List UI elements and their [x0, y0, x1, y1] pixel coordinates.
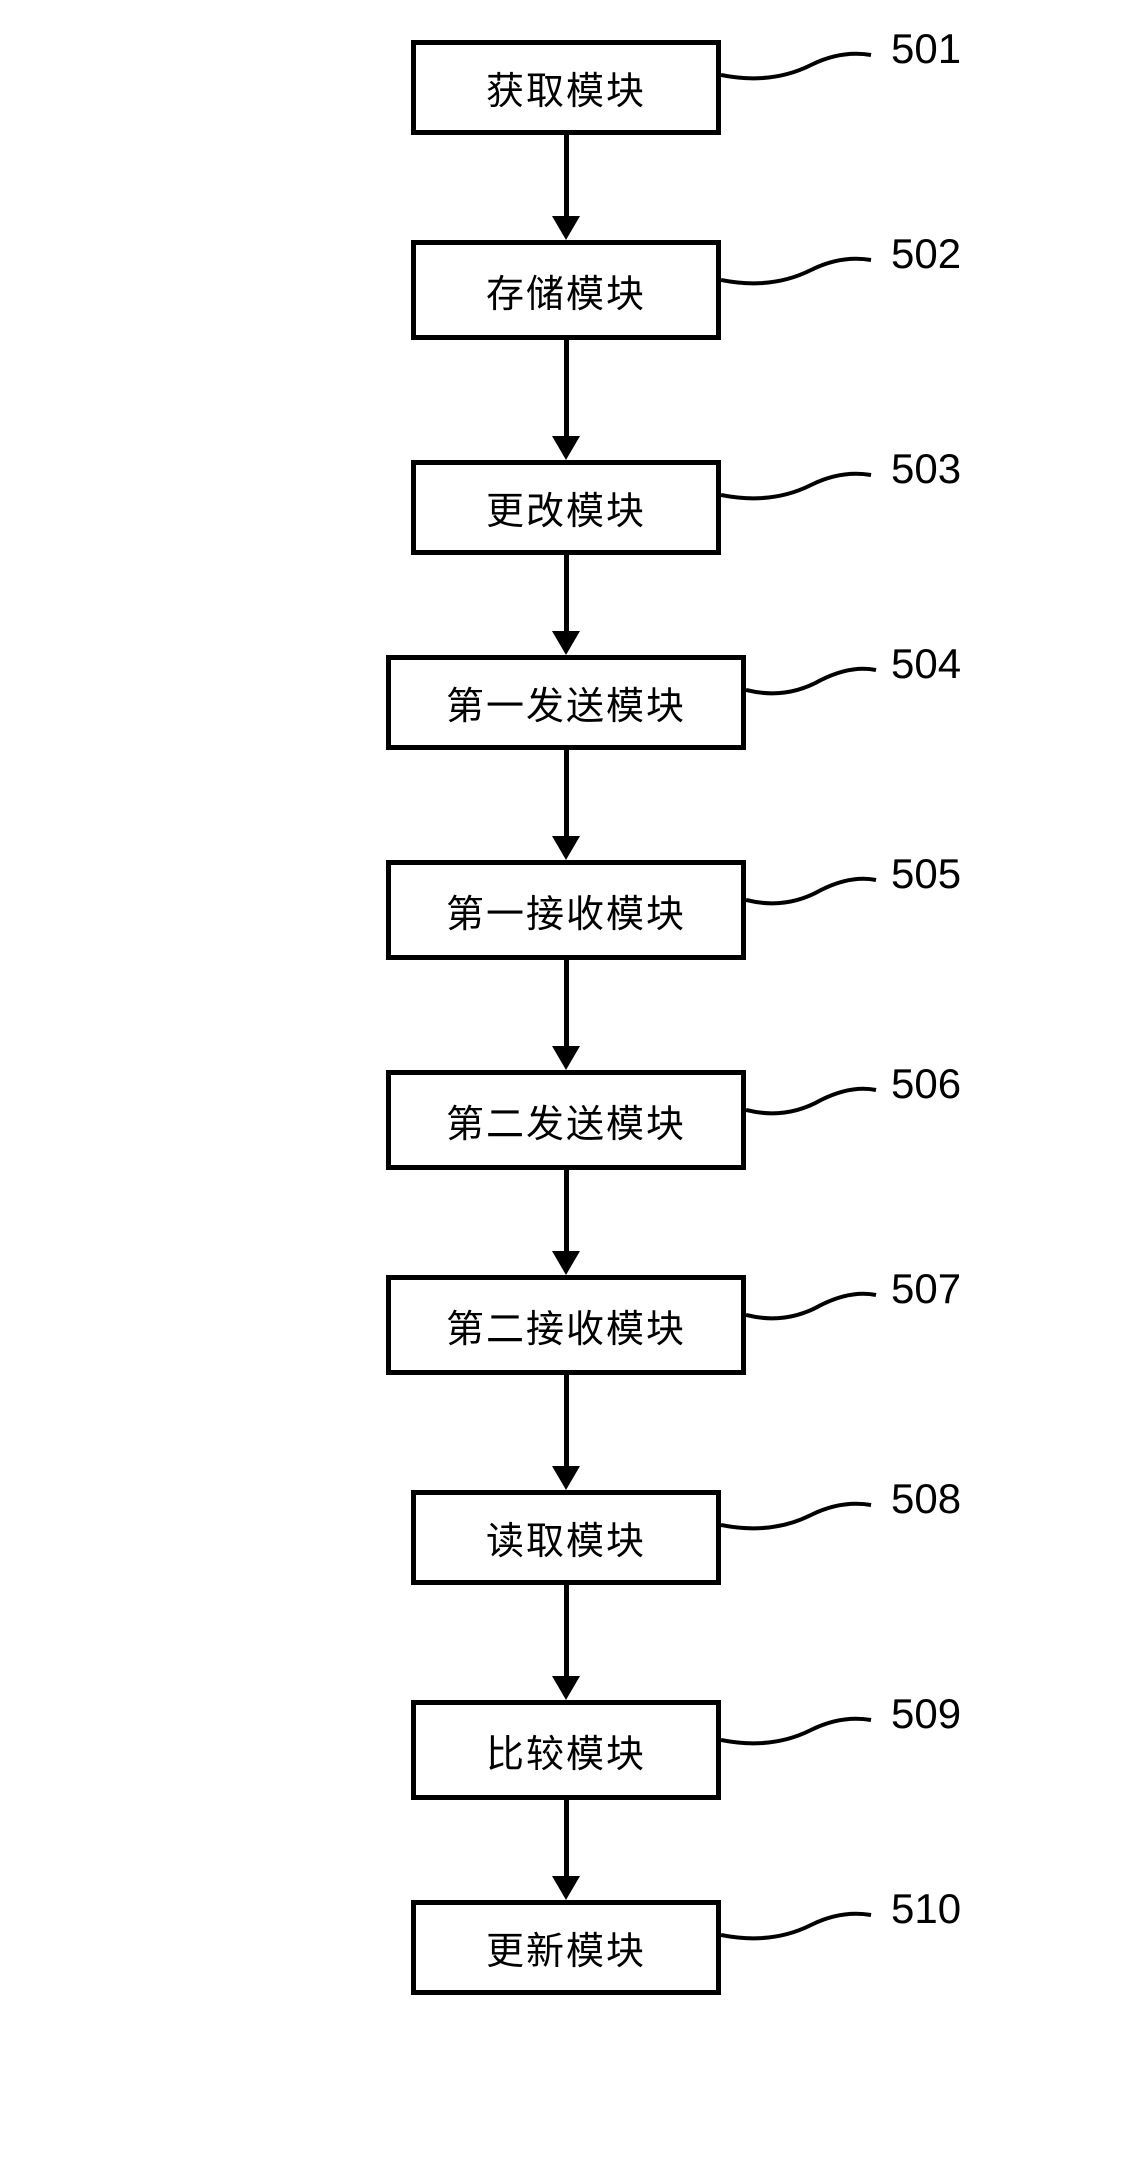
arrow	[552, 960, 580, 1070]
node-label: 506	[891, 1060, 961, 1108]
arrow	[552, 135, 580, 240]
arrow-head	[552, 631, 580, 655]
node-label: 505	[891, 850, 961, 898]
flow-node-506: 第二发送模块 506	[386, 1070, 746, 1170]
flow-node-507: 第二接收模块 507	[386, 1275, 746, 1375]
arrow-line	[564, 135, 569, 216]
arrow-head	[552, 836, 580, 860]
arrow-line	[564, 960, 569, 1046]
flow-node-508: 读取模块 508	[411, 1490, 721, 1585]
node-text: 更改模块	[486, 480, 646, 535]
connector-curve	[746, 650, 886, 710]
flowchart-container: 获取模块 501 存储模块 502 更改模块 503 第一发送模块	[386, 40, 746, 1995]
connector-curve	[721, 1700, 881, 1760]
node-text: 第一接收模块	[446, 883, 686, 938]
node-label: 507	[891, 1265, 961, 1313]
arrow	[552, 1800, 580, 1900]
connector-curve	[721, 240, 881, 300]
arrow	[552, 555, 580, 655]
node-text: 存储模块	[486, 263, 646, 318]
node-text: 获取模块	[486, 60, 646, 115]
node-label: 510	[891, 1885, 961, 1933]
node-text: 更新模块	[486, 1920, 646, 1975]
arrow	[552, 340, 580, 460]
arrow-line	[564, 1170, 569, 1251]
flow-node-509: 比较模块 509	[411, 1700, 721, 1800]
arrow-line	[564, 340, 569, 436]
arrow-head	[552, 1676, 580, 1700]
connector-curve	[746, 860, 886, 920]
connector-curve	[746, 1070, 886, 1130]
arrow	[552, 1170, 580, 1275]
arrow-head	[552, 1466, 580, 1490]
connector-curve	[721, 35, 881, 95]
flow-node-501: 获取模块 501	[411, 40, 721, 135]
arrow-line	[564, 1800, 569, 1876]
arrow-line	[564, 1585, 569, 1676]
arrow	[552, 1585, 580, 1700]
flow-node-502: 存储模块 502	[411, 240, 721, 340]
arrow	[552, 750, 580, 860]
arrow-head	[552, 216, 580, 240]
node-text: 第一发送模块	[446, 675, 686, 730]
arrow-head	[552, 1876, 580, 1900]
arrow-head	[552, 436, 580, 460]
flow-node-503: 更改模块 503	[411, 460, 721, 555]
node-label: 509	[891, 1690, 961, 1738]
flow-node-510: 更新模块 510	[411, 1900, 721, 1995]
node-label: 508	[891, 1475, 961, 1523]
arrow-line	[564, 750, 569, 836]
connector-curve	[721, 1895, 881, 1955]
node-label: 502	[891, 230, 961, 278]
arrow-head	[552, 1251, 580, 1275]
connector-curve	[721, 1485, 881, 1545]
node-label: 503	[891, 445, 961, 493]
flow-node-504: 第一发送模块 504	[386, 655, 746, 750]
connector-curve	[721, 455, 881, 515]
node-label: 501	[891, 25, 961, 73]
node-text: 第二发送模块	[446, 1093, 686, 1148]
node-text: 读取模块	[486, 1510, 646, 1565]
flow-node-505: 第一接收模块 505	[386, 860, 746, 960]
node-text: 比较模块	[486, 1723, 646, 1778]
node-text: 第二接收模块	[446, 1298, 686, 1353]
arrow-line	[564, 1375, 569, 1466]
arrow-head	[552, 1046, 580, 1070]
node-label: 504	[891, 640, 961, 688]
arrow-line	[564, 555, 569, 631]
connector-curve	[746, 1275, 886, 1335]
arrow	[552, 1375, 580, 1490]
